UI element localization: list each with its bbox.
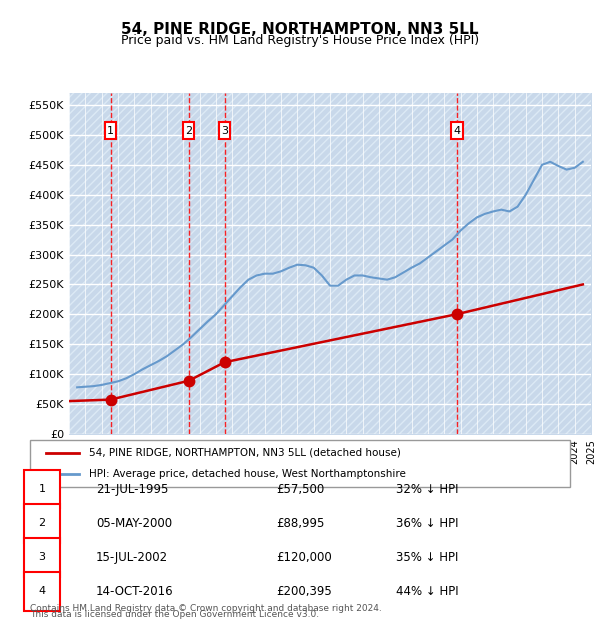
Text: 05-MAY-2000: 05-MAY-2000 — [96, 517, 172, 529]
FancyBboxPatch shape — [69, 93, 591, 434]
Text: £120,000: £120,000 — [276, 551, 332, 564]
Text: £88,995: £88,995 — [276, 517, 325, 529]
Text: 1: 1 — [107, 125, 114, 136]
Text: 32% ↓ HPI: 32% ↓ HPI — [396, 483, 458, 495]
FancyBboxPatch shape — [183, 122, 194, 139]
Text: 35% ↓ HPI: 35% ↓ HPI — [396, 551, 458, 564]
Text: Contains HM Land Registry data © Crown copyright and database right 2024.: Contains HM Land Registry data © Crown c… — [30, 603, 382, 613]
Text: 3: 3 — [221, 125, 228, 136]
Text: £200,395: £200,395 — [276, 585, 332, 598]
Text: Price paid vs. HM Land Registry's House Price Index (HPI): Price paid vs. HM Land Registry's House … — [121, 34, 479, 47]
Text: This data is licensed under the Open Government Licence v3.0.: This data is licensed under the Open Gov… — [30, 610, 319, 619]
Text: 21-JUL-1995: 21-JUL-1995 — [96, 483, 169, 495]
Text: 54, PINE RIDGE, NORTHAMPTON, NN3 5LL (detached house): 54, PINE RIDGE, NORTHAMPTON, NN3 5LL (de… — [89, 448, 401, 458]
FancyBboxPatch shape — [219, 122, 230, 139]
FancyBboxPatch shape — [105, 122, 116, 139]
Text: 2: 2 — [185, 125, 192, 136]
Text: 3: 3 — [38, 552, 46, 562]
FancyBboxPatch shape — [69, 93, 591, 434]
Text: 1: 1 — [38, 484, 46, 494]
Text: HPI: Average price, detached house, West Northamptonshire: HPI: Average price, detached house, West… — [89, 469, 406, 479]
Text: 44% ↓ HPI: 44% ↓ HPI — [396, 585, 458, 598]
Text: 2: 2 — [38, 518, 46, 528]
Text: 4: 4 — [454, 125, 461, 136]
Text: 36% ↓ HPI: 36% ↓ HPI — [396, 517, 458, 529]
Text: 54, PINE RIDGE, NORTHAMPTON, NN3 5LL: 54, PINE RIDGE, NORTHAMPTON, NN3 5LL — [121, 22, 479, 37]
Text: 4: 4 — [38, 587, 46, 596]
Text: 15-JUL-2002: 15-JUL-2002 — [96, 551, 168, 564]
Text: £57,500: £57,500 — [276, 483, 324, 495]
FancyBboxPatch shape — [451, 122, 463, 139]
Text: 14-OCT-2016: 14-OCT-2016 — [96, 585, 173, 598]
FancyBboxPatch shape — [30, 440, 570, 487]
